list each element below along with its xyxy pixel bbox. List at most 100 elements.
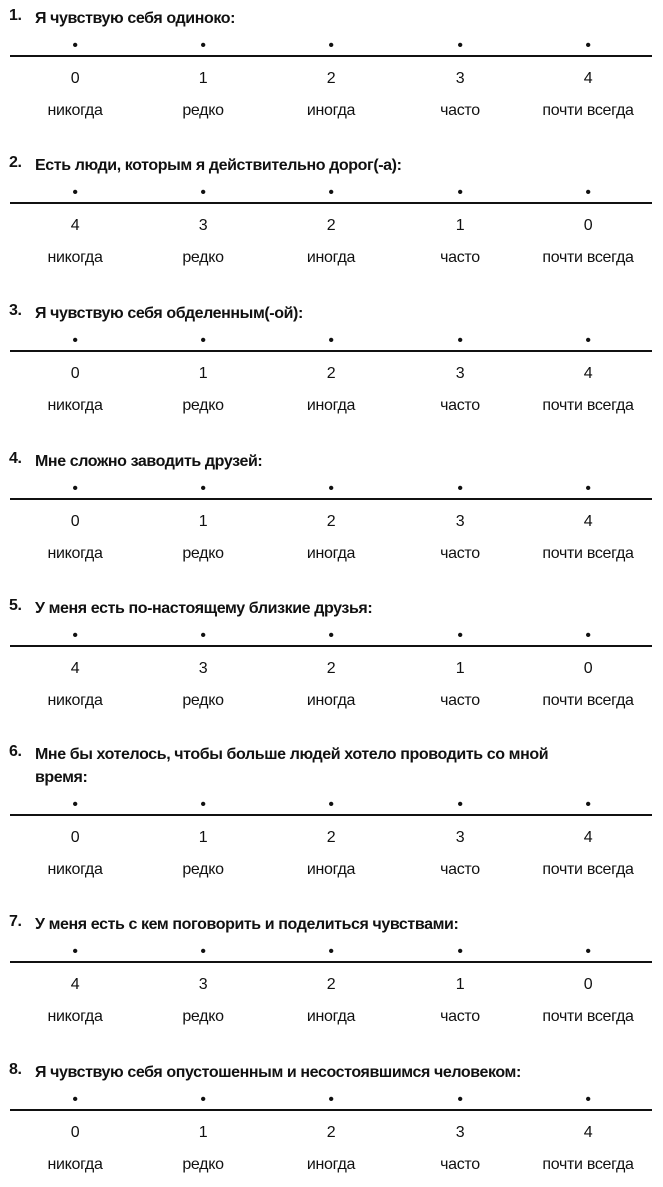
score-value: 0	[70, 513, 80, 530]
question-text: Я чувствую себя одиноко:	[35, 10, 236, 27]
answer-option-dot[interactable]: •	[72, 943, 78, 960]
answer-option-dot[interactable]: •	[328, 1091, 334, 1108]
frequency-label: иногда	[306, 1156, 356, 1173]
score-value: 3	[198, 660, 208, 677]
frequency-label: никогда	[47, 249, 103, 266]
frequency-label: никогда	[47, 1156, 103, 1173]
divider-line	[10, 55, 652, 57]
score-value: 3	[455, 365, 465, 382]
frequency-label: редко	[182, 397, 224, 414]
question-number: 5.	[9, 597, 22, 614]
score-value: 2	[326, 829, 336, 846]
divider-line	[10, 961, 652, 963]
answer-option-dot[interactable]: •	[200, 943, 206, 960]
frequency-label: редко	[182, 861, 224, 878]
answer-option-dot[interactable]: •	[328, 943, 334, 960]
score-value: 4	[70, 976, 80, 993]
score-value: 1	[198, 365, 208, 382]
score-value: 4	[583, 1124, 593, 1141]
answer-option-dot[interactable]: •	[585, 480, 591, 497]
frequency-label: почти всегда	[542, 692, 634, 709]
answer-option-dot[interactable]: •	[328, 332, 334, 349]
answer-option-dot[interactable]: •	[585, 332, 591, 349]
frequency-label: никогда	[47, 692, 103, 709]
frequency-label: редко	[182, 1008, 224, 1025]
frequency-label: иногда	[306, 545, 356, 562]
answer-option-dot[interactable]: •	[72, 627, 78, 644]
answer-option-dot[interactable]: •	[585, 184, 591, 201]
answer-option-dot[interactable]: •	[585, 37, 591, 54]
answer-option-dot[interactable]: •	[457, 37, 463, 54]
divider-line	[10, 498, 652, 500]
answer-option-dot[interactable]: •	[200, 627, 206, 644]
score-value: 1	[198, 1124, 208, 1141]
score-value: 0	[583, 217, 593, 234]
score-value: 0	[70, 365, 80, 382]
score-value: 1	[455, 660, 465, 677]
score-value: 2	[326, 365, 336, 382]
score-value: 4	[583, 365, 593, 382]
score-value: 2	[326, 660, 336, 677]
frequency-label: редко	[182, 249, 224, 266]
answer-option-dot[interactable]: •	[457, 332, 463, 349]
answer-option-dot[interactable]: •	[200, 332, 206, 349]
answer-option-dot[interactable]: •	[585, 796, 591, 813]
question-text: Мне сложно заводить друзей:	[35, 453, 263, 470]
frequency-label: иногда	[306, 249, 356, 266]
score-value: 2	[326, 70, 336, 87]
question-number: 8.	[9, 1061, 22, 1078]
question-text: Мне бы хотелось, чтобы больше людей хоте…	[35, 746, 549, 786]
answer-option-dot[interactable]: •	[585, 943, 591, 960]
answer-option-dot[interactable]: •	[457, 943, 463, 960]
score-value: 4	[70, 217, 80, 234]
divider-line	[10, 1109, 652, 1111]
answer-option-dot[interactable]: •	[72, 184, 78, 201]
answer-option-dot[interactable]: •	[200, 184, 206, 201]
question-text: Я чувствую себя опустошенным и несостояв…	[35, 1064, 521, 1081]
question-number: 7.	[9, 913, 22, 930]
divider-line	[10, 350, 652, 352]
score-value: 3	[455, 1124, 465, 1141]
divider-line	[10, 645, 652, 647]
answer-option-dot[interactable]: •	[328, 796, 334, 813]
answer-option-dot[interactable]: •	[328, 184, 334, 201]
answer-option-dot[interactable]: •	[200, 480, 206, 497]
frequency-label: редко	[182, 692, 224, 709]
frequency-label: почти всегда	[542, 861, 634, 878]
frequency-label: часто	[440, 1008, 480, 1025]
answer-option-dot[interactable]: •	[200, 1091, 206, 1108]
answer-option-dot[interactable]: •	[72, 332, 78, 349]
answer-option-dot[interactable]: •	[328, 480, 334, 497]
score-value: 0	[70, 829, 80, 846]
answer-option-dot[interactable]: •	[457, 627, 463, 644]
answer-option-dot[interactable]: •	[585, 1091, 591, 1108]
answer-option-dot[interactable]: •	[72, 1091, 78, 1108]
answer-option-dot[interactable]: •	[72, 480, 78, 497]
answer-option-dot[interactable]: •	[72, 37, 78, 54]
score-value: 3	[198, 217, 208, 234]
answer-option-dot[interactable]: •	[457, 1091, 463, 1108]
frequency-label: почти всегда	[542, 249, 634, 266]
score-value: 2	[326, 976, 336, 993]
score-value: 2	[326, 1124, 336, 1141]
frequency-label: часто	[440, 102, 480, 119]
answer-option-dot[interactable]: •	[585, 627, 591, 644]
answer-option-dot[interactable]: •	[200, 796, 206, 813]
answer-option-dot[interactable]: •	[457, 480, 463, 497]
answer-option-dot[interactable]: •	[457, 796, 463, 813]
answer-option-dot[interactable]: •	[328, 37, 334, 54]
divider-line	[10, 814, 652, 816]
score-value: 3	[455, 513, 465, 530]
frequency-label: редко	[182, 102, 224, 119]
question-text: У меня есть по-настоящему близкие друзья…	[35, 600, 373, 617]
score-value: 1	[455, 976, 465, 993]
question-number: 3.	[9, 302, 22, 319]
answer-option-dot[interactable]: •	[72, 796, 78, 813]
score-value: 4	[70, 660, 80, 677]
frequency-label: иногда	[306, 861, 356, 878]
frequency-label: часто	[440, 397, 480, 414]
answer-option-dot[interactable]: •	[457, 184, 463, 201]
answer-option-dot[interactable]: •	[328, 627, 334, 644]
answer-option-dot[interactable]: •	[200, 37, 206, 54]
score-value: 2	[326, 217, 336, 234]
